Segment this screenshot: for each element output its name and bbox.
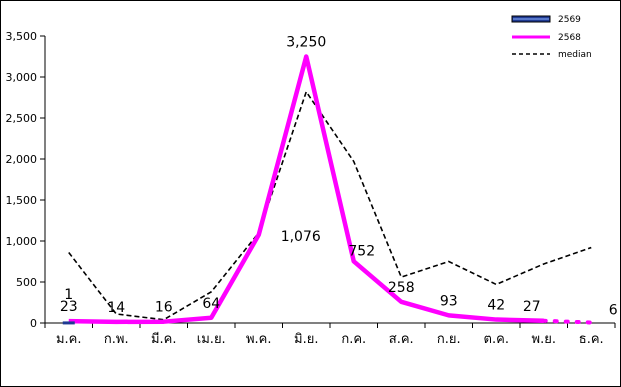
data-label: 23 [60, 299, 78, 315]
x-tick-label: พ.ย. [532, 332, 556, 347]
legend-label: median [558, 50, 592, 60]
data-label: 14 [107, 300, 125, 316]
x-tick-label: ก.พ. [104, 332, 129, 347]
x-axis-ticks: ม.ค. ก.พ. มี.ค. เม.ย. พ.ค. มิ.ย. ก.ค. ส.ค. ก.ย. ต… [44, 323, 616, 347]
x-tick-label: มี.ค. [151, 331, 177, 347]
y-tick-label: 1,000 [6, 235, 38, 248]
x-tick-label: ม.ค. [56, 332, 82, 347]
series-median [68, 89, 592, 321]
y-tick-label: 500 [16, 276, 37, 289]
x-tick-label: ส.ค. [389, 332, 414, 347]
data-label: 752 [348, 243, 375, 259]
data-label: 93 [440, 293, 458, 309]
x-tick-label: ต.ค. [484, 332, 509, 347]
y-tick-label: 3,000 [6, 71, 38, 84]
x-tick-label: มิ.ย. [294, 332, 318, 347]
x-tick-label: ก.ค. [341, 332, 366, 347]
chart-axes [44, 36, 615, 324]
y-tick-label: 2,000 [6, 153, 38, 166]
legend-label: 2568 [558, 33, 581, 43]
series-2568-line [68, 54, 544, 325]
data-label: 1 [64, 287, 73, 303]
y-axis-ticks: 0 500 1,000 1,500 2,000 2,500 3,000 3,500 [6, 30, 45, 330]
y-tick-label: 2,500 [6, 112, 38, 125]
data-label: 1,076 [281, 229, 321, 245]
median-line [68, 89, 592, 321]
data-label: 258 [388, 280, 415, 296]
legend-label: 2569 [558, 15, 581, 25]
x-tick-label: ก.ย. [437, 332, 461, 347]
x-tick-label: เม.ย. [197, 332, 226, 347]
legend: 2569 2568 median [511, 15, 592, 60]
series-2568 [68, 54, 594, 325]
y-tick-label: 1,500 [6, 194, 38, 207]
x-tick-label: ธ.ค. [579, 332, 604, 347]
data-label: 6 [609, 303, 618, 319]
data-label: 16 [155, 300, 173, 316]
series-2568-projection [541, 318, 594, 325]
x-tick-label: พ.ค. [246, 332, 272, 347]
y-tick-label: 0 [30, 317, 37, 330]
data-label: 42 [487, 298, 505, 314]
data-label: 64 [202, 296, 220, 312]
y-tick-label: 3,500 [6, 30, 38, 43]
data-labels: 23 14 16 64 1,076 3,250 752 258 93 42 27 6 1 [60, 35, 618, 319]
data-label: 27 [523, 299, 541, 315]
data-label: 3,250 [286, 35, 326, 51]
